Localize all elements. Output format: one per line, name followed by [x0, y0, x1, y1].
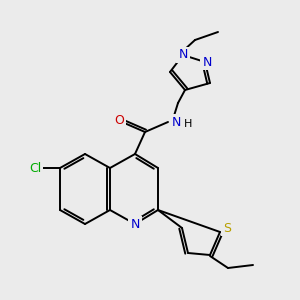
Text: N: N: [130, 218, 140, 230]
Text: H: H: [184, 119, 192, 129]
Text: N: N: [202, 56, 212, 68]
Text: N: N: [178, 49, 188, 62]
Text: N: N: [171, 116, 181, 128]
Text: O: O: [114, 113, 124, 127]
Text: Cl: Cl: [29, 161, 41, 175]
Text: S: S: [223, 221, 231, 235]
